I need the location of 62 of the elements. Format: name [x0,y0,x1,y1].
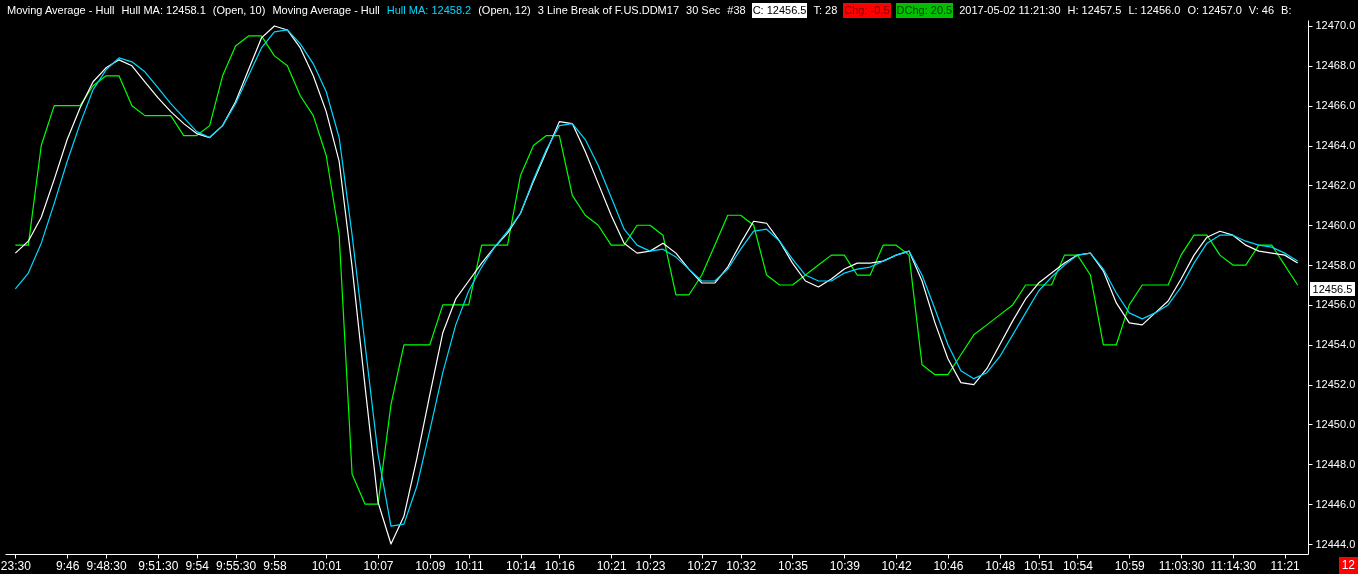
x-tick-label: 10:09 [415,558,446,573]
x-tick-label: 10:32 [726,558,757,573]
text: B: [1280,2,1293,18]
x-tick-label: 10:59 [1114,558,1146,573]
y-tick-label: 12468.0 [1315,59,1356,72]
y-tick-label: 12456.0 [1315,298,1356,311]
x-tick-label: 10:16 [544,558,576,573]
x-tick-label: 9:55:30 [216,558,257,573]
text: H: 12457.5 [1066,2,1123,18]
field-box: Chg: -0.5 [843,2,891,18]
x-tick-label: 10:51 [1024,558,1055,573]
x-tick-label: 11:03:30 [1158,558,1205,573]
x-tick-label: 10:46 [933,558,964,573]
x-tick-label: 23:30 [0,558,32,573]
x-tick-label: 10:21 [596,558,628,573]
y-tick-label: 12470.0 [1315,19,1356,32]
field-box: C: 12456.5 [751,2,808,18]
y-tick-label: 12446.0 [1315,497,1356,510]
y-tick-label: 12450.0 [1315,417,1356,430]
text: (Open, 10) [211,2,267,18]
y-tick-label: 12460.0 [1315,218,1356,231]
x-tick-label: 9:46 [55,558,80,573]
x-tick-label: 10:35 [777,558,809,573]
y-tick-label: 12454.0 [1315,338,1356,351]
y-tick-label: 12444.0 [1315,537,1356,550]
text: 3 Line Break of F.US.DDM17 [536,2,680,18]
text: Hull MA: 12458.2 [385,2,473,18]
y-tick-label: 12452.0 [1315,378,1356,391]
text: Hull MA: 12458.1 [120,2,207,18]
x-tick-label: 10:54 [1062,558,1094,573]
text: Moving Average - Hull [271,2,381,18]
field-box: DChg: 20.5 [895,2,954,18]
x-tick-label: 10:42 [881,558,912,573]
x-tick-label: 11:14:30 [1210,558,1257,573]
text: T: 28 [812,2,839,18]
y-tick-label: 12462.0 [1315,178,1356,191]
text: L: 12456.0 [1127,2,1182,18]
text: #38 [726,2,747,18]
y-tick-label: 12458.0 [1315,258,1356,271]
x-tick-label: 10:27 [687,558,718,573]
x-tick-label: 10:07 [363,558,394,573]
text: 30 Sec [685,2,722,18]
x-tick-label: 9:58 [263,558,287,573]
x-tick-label: 10:39 [829,558,861,573]
x-tick-label: 10:48 [985,558,1016,573]
y-tick-label: 12464.0 [1315,139,1356,152]
text: (Open, 12) [477,2,532,18]
x-tick-label: 10:14 [505,558,537,573]
text: 2017-05-02 11:21:30 [958,2,1062,18]
text: O: 12457.0 [1186,2,1243,18]
x-tick-label: 10:11 [454,558,485,573]
x-tick-label: 11:21 [1270,558,1301,573]
text: Moving Average - Hull [6,2,116,18]
x-tick-label: 9:51:30 [138,558,179,573]
price-tag-box: 12456.5 [1310,282,1355,296]
x-tick-label: 10:01 [311,558,343,573]
text: V: 46 [1247,2,1276,18]
y-tick-label: 12466.0 [1315,99,1356,112]
y-tick-label: 12448.0 [1315,457,1356,470]
x-tick-label: 9:48:30 [86,558,127,573]
x-tick-label: 10:23 [635,558,666,573]
x-tick-label: 9:54 [185,558,210,573]
